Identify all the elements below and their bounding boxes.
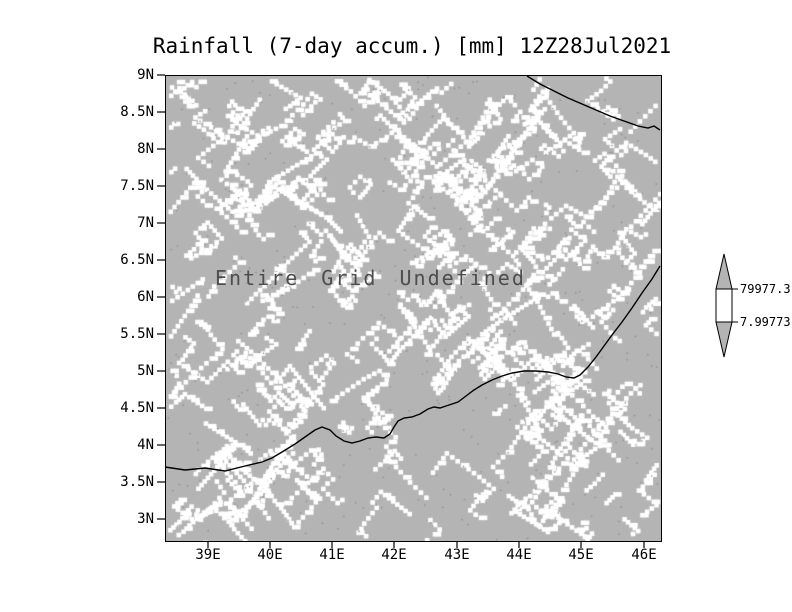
y-tick-label: 3.5N (120, 474, 154, 490)
y-tick-label: 7.5N (120, 178, 154, 194)
colorbar-max-label: 79977.3 (740, 282, 791, 296)
grid-canvas (166, 76, 661, 541)
x-tick-label: 41E (319, 547, 345, 563)
x-tick-label: 43E (444, 547, 470, 563)
y-tick-label: 7N (137, 215, 154, 231)
y-tick-label: 4.5N (120, 400, 154, 416)
x-tick-label: 40E (257, 547, 283, 563)
undefined-annotation: Entire Grid Undefined (215, 266, 526, 290)
colorbar-bottom-arrow (715, 321, 733, 358)
x-tick-label: 39E (195, 547, 221, 563)
colorbar-top-arrow (715, 253, 733, 290)
y-tick-label: 5N (137, 363, 154, 379)
y-tick-label: 3N (137, 511, 154, 527)
y-tick-label: 4N (137, 437, 154, 453)
colorbar-min-label: 7.99773 (740, 315, 791, 329)
plot-area (165, 75, 662, 542)
x-tick-label: 46E (631, 547, 657, 563)
x-tick-label: 45E (568, 547, 594, 563)
y-tick-label: 9N (137, 67, 154, 83)
y-tick-marks (157, 74, 165, 520)
y-tick-label: 8.5N (120, 104, 154, 120)
y-tick-label: 8N (137, 141, 154, 157)
x-tick-label: 42E (381, 547, 407, 563)
colorbar-mid-segment (715, 288, 733, 323)
y-tick-label: 6N (137, 289, 154, 305)
x-tick-label: 44E (506, 547, 532, 563)
chart-title: Rainfall (7-day accum.) [mm] 12Z28Jul202… (152, 34, 672, 58)
colorbar: 79977.3 7.99773 (715, 253, 791, 358)
y-tick-label: 5.5N (120, 326, 154, 342)
y-tick-label: 6.5N (120, 252, 154, 268)
